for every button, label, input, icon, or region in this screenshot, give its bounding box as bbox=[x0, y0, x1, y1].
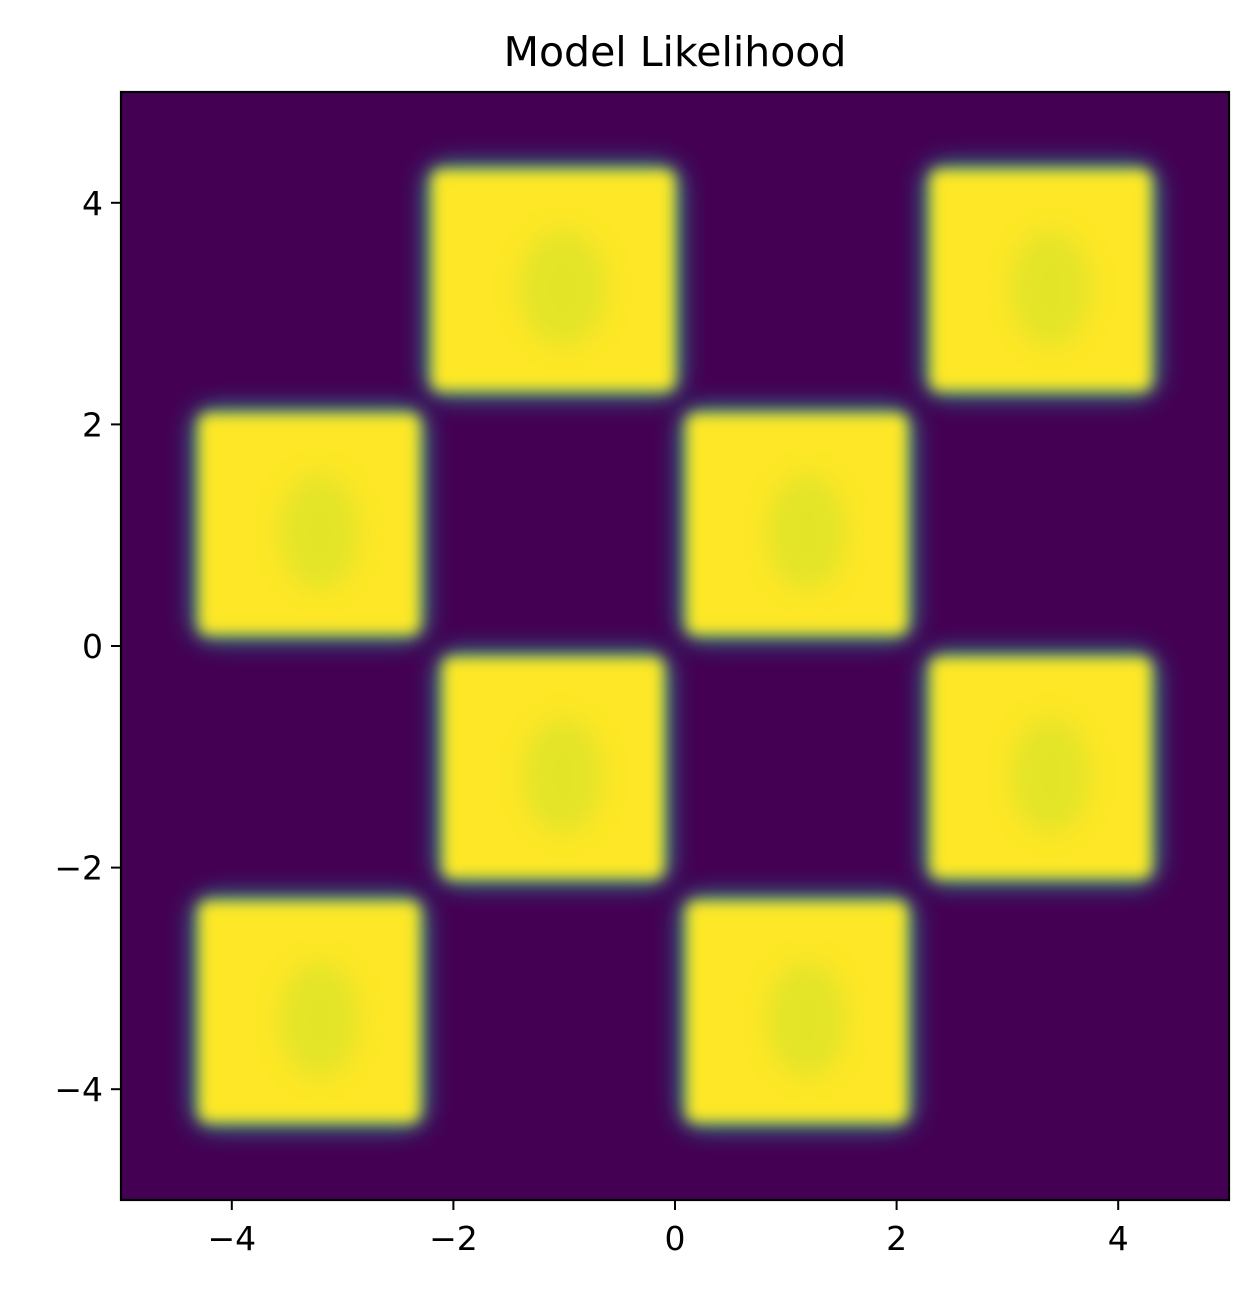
x-tick-label: −2 bbox=[429, 1219, 478, 1258]
y-tick-label: 0 bbox=[82, 627, 103, 666]
likelihood-square-1 bbox=[425, 163, 681, 398]
x-axis: −4 −2 0 2 4 bbox=[207, 1200, 1129, 1258]
likelihood-square-7 bbox=[192, 894, 427, 1129]
heatmap-area bbox=[192, 163, 1158, 1129]
likelihood-square-inner bbox=[766, 962, 847, 1078]
likelihood-square-inner bbox=[523, 718, 604, 834]
x-tick-label: 2 bbox=[886, 1219, 907, 1258]
likelihood-square-inner bbox=[766, 474, 847, 590]
likelihood-square-inner bbox=[279, 962, 360, 1078]
likelihood-square-inner bbox=[519, 230, 607, 346]
likelihood-square-inner bbox=[1010, 718, 1091, 834]
likelihood-square-6 bbox=[923, 651, 1158, 885]
likelihood-square-4 bbox=[680, 407, 914, 641]
y-tick-label: 4 bbox=[82, 184, 103, 223]
y-tick-label: 2 bbox=[82, 405, 103, 444]
likelihood-square-inner bbox=[279, 474, 360, 590]
chart-title: Model Likelihood bbox=[504, 28, 847, 76]
x-tick-label: 4 bbox=[1108, 1219, 1129, 1258]
likelihood-square-5 bbox=[436, 651, 670, 885]
y-axis: −4 −2 0 2 4 bbox=[54, 184, 121, 1109]
y-tick-label: −2 bbox=[54, 849, 103, 888]
likelihood-square-8 bbox=[680, 894, 914, 1129]
likelihood-square-inner bbox=[1010, 230, 1091, 346]
likelihood-square-2 bbox=[923, 163, 1158, 398]
y-tick-label: −4 bbox=[54, 1070, 103, 1109]
x-tick-label: 0 bbox=[665, 1219, 686, 1258]
x-tick-label: −4 bbox=[207, 1219, 256, 1258]
likelihood-square-3 bbox=[192, 407, 427, 641]
